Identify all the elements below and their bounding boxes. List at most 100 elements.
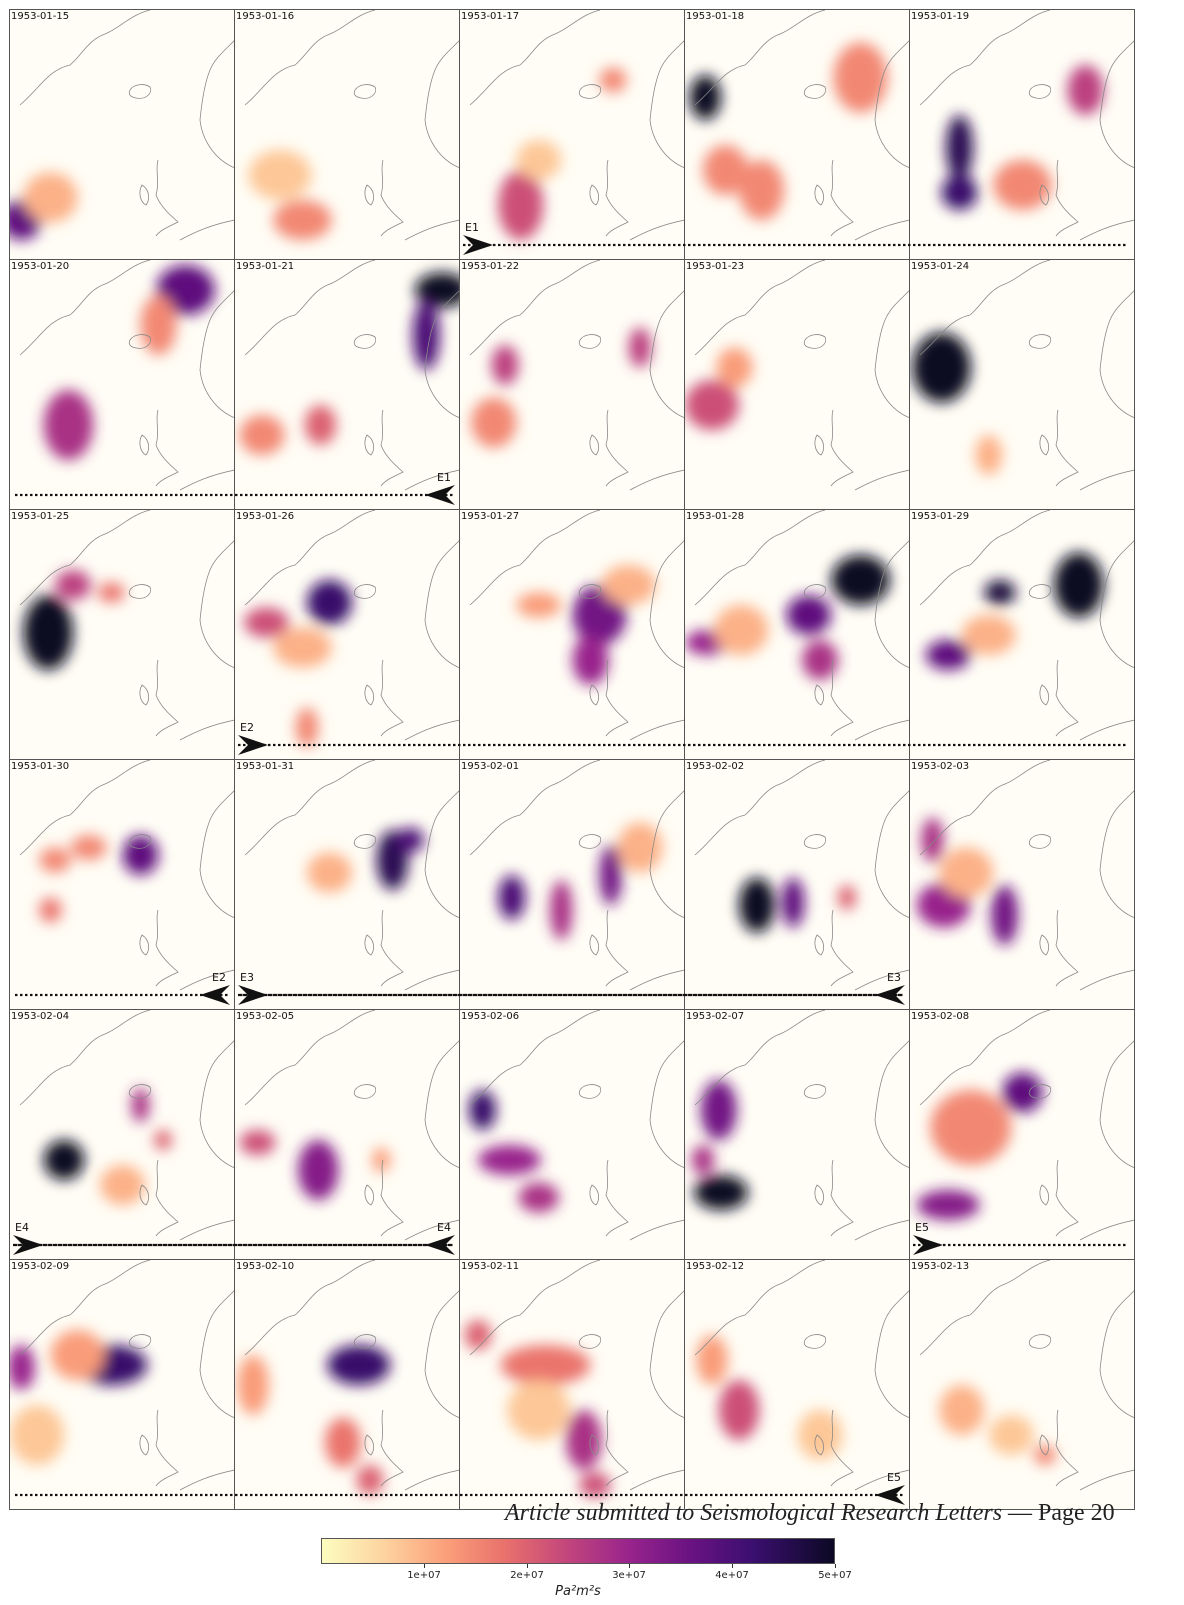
map-panel: 1953-01-22 — [459, 259, 685, 510]
energy-blob — [516, 140, 562, 180]
map-panel: 1953-02-01 — [459, 759, 685, 1010]
coastline — [803, 584, 827, 599]
energy-blob — [307, 852, 352, 893]
map-panel: 1953-02-09 — [9, 1259, 235, 1510]
event-arrowhead — [425, 1235, 455, 1255]
coastline — [629, 219, 684, 241]
map-panel: 1953-02-13 — [909, 1259, 1135, 1510]
energy-blob — [912, 332, 971, 403]
coastline — [155, 1409, 179, 1487]
coastline — [364, 1184, 375, 1206]
coastline — [244, 10, 376, 106]
coastline — [694, 510, 826, 606]
energy-map — [685, 10, 909, 259]
energy-blob — [599, 67, 627, 93]
coastline — [814, 1434, 825, 1456]
energy-map — [910, 1260, 1134, 1509]
energy-blob — [916, 1190, 980, 1220]
coastline — [19, 10, 151, 106]
coastline — [1055, 909, 1079, 987]
coastline — [404, 219, 459, 241]
colorbar — [321, 1538, 835, 1564]
energy-blob — [1002, 1072, 1043, 1113]
energy-blob — [718, 1380, 760, 1440]
coastline — [874, 40, 909, 168]
energy-map — [10, 510, 234, 759]
energy-blob — [739, 160, 784, 220]
energy-blob — [565, 1410, 602, 1470]
coastline — [803, 1334, 827, 1349]
energy-map — [10, 760, 234, 1009]
coastline — [854, 219, 909, 241]
energy-blob — [327, 1345, 391, 1385]
coastline — [694, 760, 826, 856]
coastline — [424, 1040, 459, 1168]
panel-date-label: 1953-01-15 — [11, 11, 70, 22]
energy-blob — [412, 300, 440, 370]
map-panel: 1953-01-19 — [909, 9, 1135, 260]
coastline — [874, 790, 909, 918]
energy-blob — [739, 877, 775, 933]
energy-blob — [988, 1415, 1034, 1455]
energy-map — [235, 260, 459, 509]
panel-grid: 1953-01-15 1953-01-16 1953-01-17 1953-01-18… — [9, 9, 1159, 1539]
event-label: E5 — [887, 1471, 901, 1484]
energy-map — [235, 1010, 459, 1259]
coastline — [364, 934, 375, 956]
coastline — [589, 1434, 600, 1456]
coastline — [199, 40, 234, 168]
coastline — [353, 834, 377, 849]
map-panel: 1953-02-05 — [234, 1009, 460, 1260]
coastline — [649, 540, 684, 668]
coastline — [139, 1434, 150, 1456]
panel-date-label: 1953-01-27 — [461, 511, 520, 522]
panel-date-label: 1953-01-29 — [911, 511, 970, 522]
energy-blob — [685, 380, 739, 430]
coastline — [803, 834, 827, 849]
energy-blob — [97, 582, 125, 603]
energy-map — [910, 510, 1134, 759]
energy-blob — [1054, 552, 1104, 618]
energy-blob — [237, 1355, 269, 1415]
energy-blob — [372, 1147, 391, 1173]
energy-blob — [781, 877, 805, 928]
energy-blob — [131, 1087, 150, 1123]
energy-blob — [100, 1165, 145, 1205]
coastline — [854, 1219, 909, 1241]
coastline — [854, 1469, 909, 1491]
coastline — [578, 834, 602, 849]
coastline — [424, 40, 459, 168]
coastline — [629, 969, 684, 991]
coastline — [629, 719, 684, 741]
panel-date-label: 1953-02-12 — [686, 1261, 745, 1272]
event-arrowhead — [425, 485, 455, 505]
panel-date-label: 1953-01-19 — [911, 11, 970, 22]
coastline — [155, 409, 179, 487]
coastline — [919, 10, 1051, 106]
map-panel: 1953-01-24 — [909, 259, 1135, 510]
coastline — [139, 184, 150, 206]
coastline — [578, 1334, 602, 1349]
coastline — [199, 290, 234, 418]
energy-blob — [298, 1140, 339, 1200]
coastline — [1028, 584, 1052, 599]
coastline — [424, 290, 459, 418]
panel-date-label: 1953-01-21 — [236, 261, 295, 272]
map-panel: 1953-02-07 — [684, 1009, 910, 1260]
coastline — [404, 469, 459, 491]
coastline — [139, 934, 150, 956]
coastline — [589, 934, 600, 956]
coastline — [919, 760, 1051, 856]
coastline — [605, 159, 629, 237]
coastline — [424, 540, 459, 668]
coastline — [179, 1219, 234, 1241]
event-label: E3 — [240, 971, 254, 984]
panel-date-label: 1953-01-18 — [686, 11, 745, 22]
event-lines: E1 E1 E2 E2 E3 E3 E4 E4 E5 E5 — [13, 221, 1128, 1505]
energy-blob — [356, 1465, 384, 1495]
panel-date-label: 1953-01-20 — [11, 261, 70, 272]
energy-blob — [140, 295, 177, 355]
coastline — [830, 159, 854, 237]
coastline — [1039, 184, 1050, 206]
coastline — [364, 684, 375, 706]
